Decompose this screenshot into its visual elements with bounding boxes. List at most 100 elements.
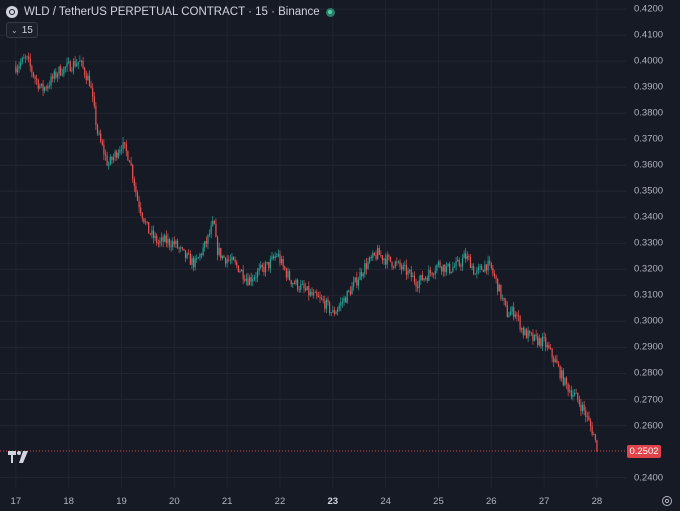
candle-body (252, 279, 254, 282)
candle-body (540, 338, 542, 347)
candle-body (346, 290, 348, 303)
candle-body (15, 66, 17, 73)
candle-body (194, 258, 196, 268)
candle-body (58, 66, 60, 75)
candle-body (586, 416, 588, 418)
candle-body (45, 87, 47, 89)
candle-body (141, 213, 143, 219)
candle-body (172, 241, 174, 248)
candle-body (393, 266, 395, 268)
candle-body (434, 271, 436, 275)
candle-body (514, 314, 516, 317)
symbol-header[interactable]: WLD / TetherUS PERPETUAL CONTRACT · 15 ·… (6, 4, 335, 20)
interval-selector[interactable]: ⌄ 15 (6, 22, 38, 38)
candle-body (149, 233, 151, 235)
candle-body (143, 218, 145, 223)
candle-body (413, 275, 416, 282)
candle-body (429, 270, 432, 273)
time-axis[interactable]: 17 18 19 20 21 22 23 24 25 26 27 28 (0, 488, 626, 511)
candle-body (594, 434, 596, 440)
candle-body (381, 255, 384, 261)
candle-body (116, 151, 118, 158)
candle-body (167, 238, 169, 244)
candle-body (313, 292, 315, 296)
candle-body (362, 273, 364, 277)
candle-body (42, 83, 44, 91)
candle-body (263, 266, 265, 273)
candle-body (553, 357, 555, 363)
candle-body (487, 260, 489, 271)
candle-body (224, 257, 227, 264)
candle-body (543, 336, 545, 338)
candle-body (498, 284, 500, 292)
time-tick-label: 17 (10, 496, 22, 507)
candle-body (468, 255, 470, 258)
candle-body (455, 261, 457, 267)
market-status-icon (325, 7, 335, 17)
price-tick-label: 0.2600 (634, 420, 664, 432)
candle-body (316, 292, 318, 296)
candle-body (181, 247, 183, 249)
candle-body (397, 261, 400, 263)
candle-body (18, 66, 20, 69)
candle-body (202, 247, 204, 256)
candle-body (493, 273, 496, 277)
candle-body (580, 404, 582, 412)
candle-body (524, 329, 526, 336)
candle-body (244, 279, 246, 281)
price-tick-label: 0.4000 (634, 55, 664, 67)
candle-body (420, 274, 422, 281)
candle-body (39, 85, 41, 89)
candle-body (234, 260, 236, 263)
candle-body (276, 255, 278, 257)
candle-body (405, 265, 408, 275)
candle-body (23, 57, 25, 59)
candle-body (64, 66, 67, 68)
candle-body (50, 76, 52, 86)
candle-body (436, 265, 438, 272)
price-axis[interactable]: 0.4200 0.4100 0.4000 0.3900 0.3800 0.3700 0.36… (626, 0, 680, 488)
candle-body (450, 271, 452, 273)
candle-body (63, 67, 65, 75)
candle-body (490, 262, 492, 268)
candle-body (314, 292, 316, 294)
candle-body (277, 253, 279, 256)
time-tick-label: 27 (538, 496, 550, 507)
candle-body (389, 256, 392, 262)
price-tick-label: 0.3500 (634, 185, 664, 197)
candle-body (461, 258, 464, 267)
candle-body (549, 348, 552, 349)
candle-body (578, 399, 580, 405)
candle-body (287, 271, 289, 278)
candle-body (546, 345, 548, 347)
candle-body (223, 255, 225, 258)
candle-body (383, 258, 385, 261)
candle-body (122, 142, 124, 150)
candle-body (124, 142, 126, 145)
candle-body (535, 334, 537, 337)
candle-body (60, 66, 62, 76)
candle-body (337, 309, 339, 312)
candle-body (466, 255, 468, 259)
candle-body (557, 363, 560, 367)
tradingview-logo-icon[interactable] (8, 450, 30, 464)
candle-body (132, 165, 134, 179)
candle-body (433, 274, 435, 276)
candle-body (345, 297, 347, 303)
candle-body (426, 277, 428, 281)
candle-body (583, 404, 585, 411)
time-tick-label: 28 (591, 496, 603, 507)
candle-body (423, 278, 425, 281)
candle-body (228, 259, 230, 261)
candle-body (479, 266, 481, 268)
candle-body (282, 259, 284, 267)
candle-body (306, 286, 308, 290)
candle-body (120, 149, 123, 151)
gear-icon[interactable] (661, 495, 673, 507)
candle-body (93, 96, 95, 107)
candle-body (20, 62, 22, 67)
candle-body (484, 264, 486, 272)
candle-body (319, 297, 321, 298)
